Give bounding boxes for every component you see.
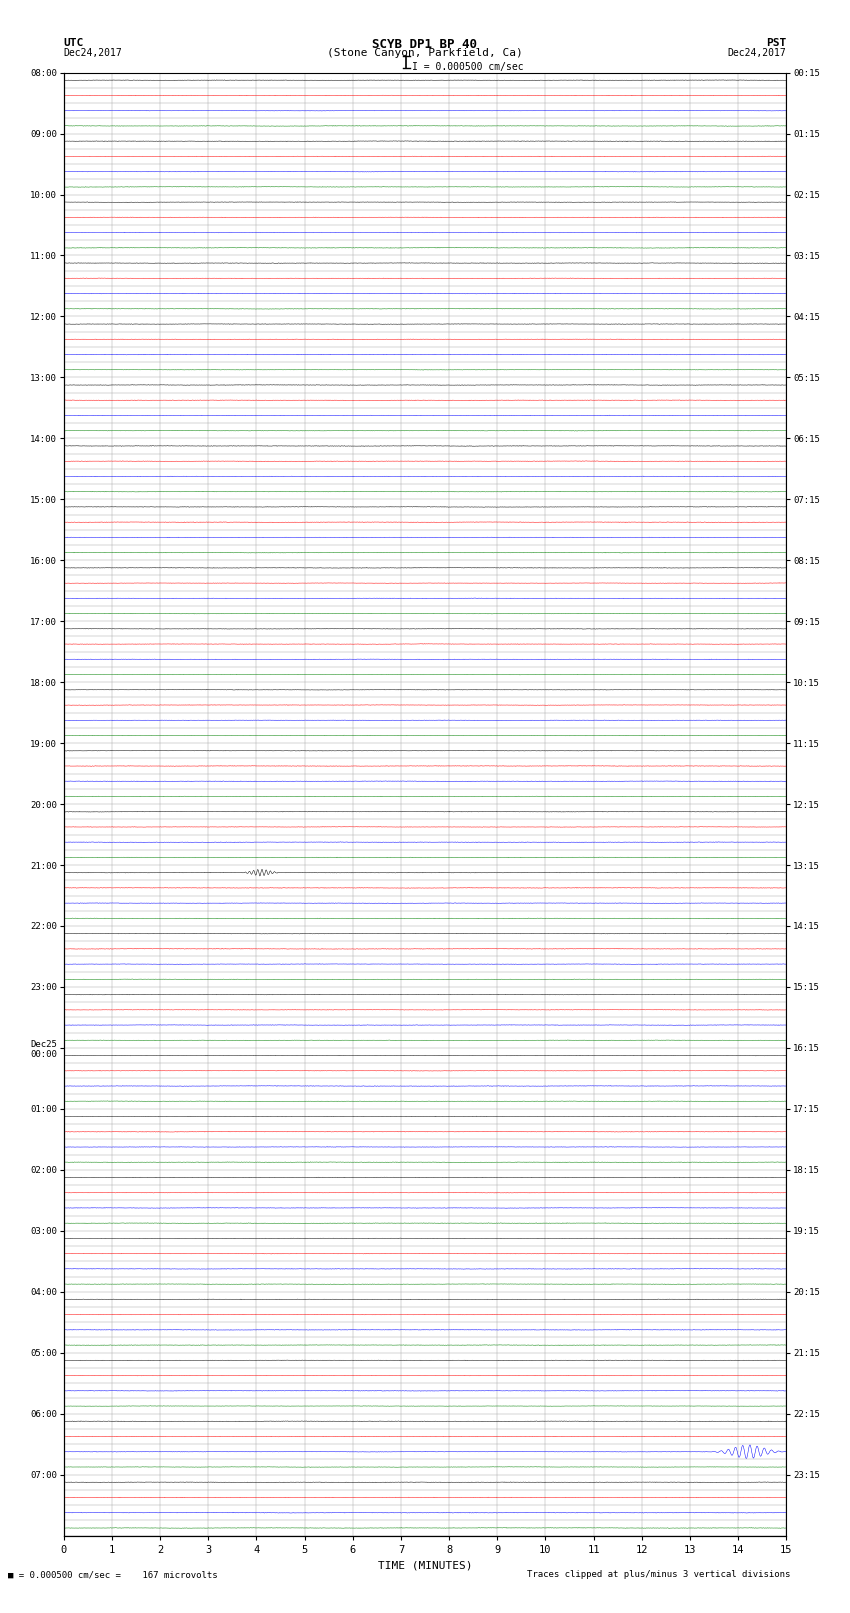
Text: Dec24,2017: Dec24,2017	[64, 47, 122, 58]
Text: Traces clipped at plus/minus 3 vertical divisions: Traces clipped at plus/minus 3 vertical …	[527, 1569, 790, 1579]
Text: ■ = 0.000500 cm/sec =    167 microvolts: ■ = 0.000500 cm/sec = 167 microvolts	[8, 1569, 218, 1579]
Text: UTC: UTC	[64, 37, 84, 48]
Text: I = 0.000500 cm/sec: I = 0.000500 cm/sec	[412, 63, 524, 73]
Text: PST: PST	[766, 37, 786, 48]
Text: Dec24,2017: Dec24,2017	[728, 47, 786, 58]
X-axis label: TIME (MINUTES): TIME (MINUTES)	[377, 1560, 473, 1569]
Text: (Stone Canyon, Parkfield, Ca): (Stone Canyon, Parkfield, Ca)	[327, 47, 523, 58]
Text: SCYB DP1 BP 40: SCYB DP1 BP 40	[372, 37, 478, 52]
